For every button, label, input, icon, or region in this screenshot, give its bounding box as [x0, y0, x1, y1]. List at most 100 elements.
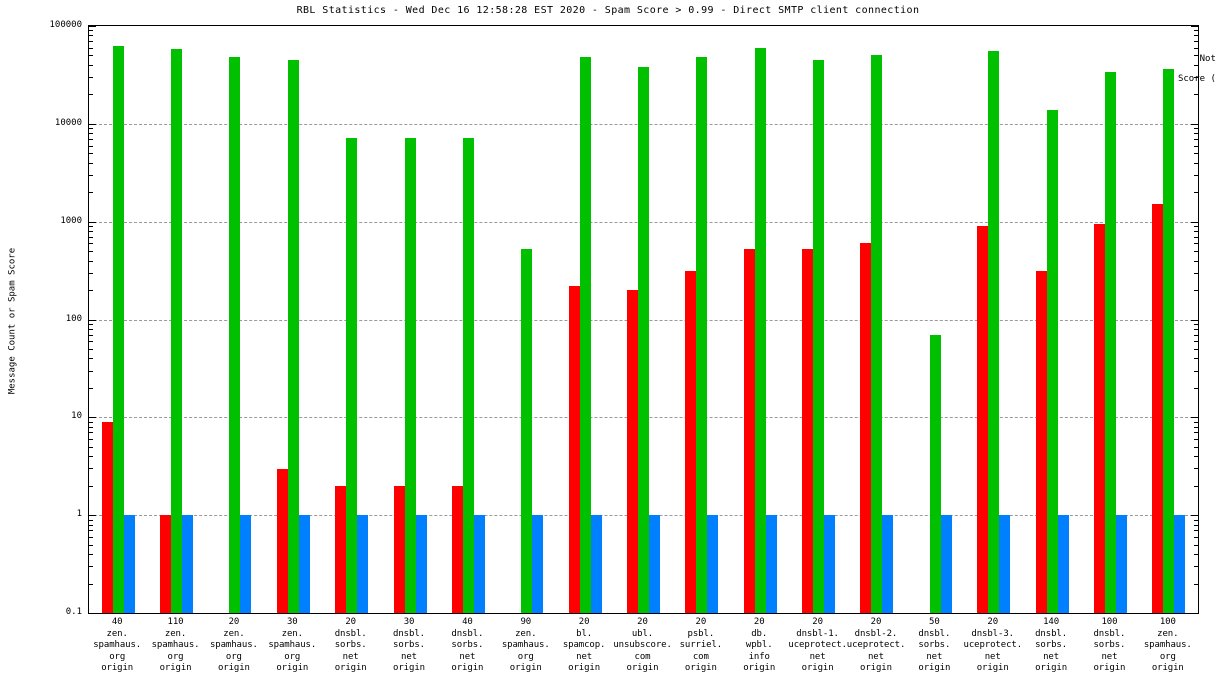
x-tick-label: 50 dnsbl. sorbs. net origin: [905, 617, 963, 675]
bar-spam[interactable]: [287, 59, 299, 613]
bar-not-spam[interactable]: [101, 421, 113, 613]
axis-tick-minor: [88, 231, 93, 233]
bar-group: [451, 26, 485, 613]
bar-score[interactable]: [1115, 515, 1127, 613]
legend-item[interactable]: Score (0..1): [1165, 74, 1216, 84]
bar-group: [568, 26, 602, 613]
bar-score[interactable]: [1174, 515, 1186, 613]
axis-tick-minor: [88, 243, 93, 245]
bar-spam[interactable]: [988, 50, 1000, 613]
bar-group: [919, 26, 952, 613]
bar-spam[interactable]: [462, 137, 474, 613]
axis-tick-minor: [88, 328, 93, 330]
plot-area: Not SpamSpamScore (0..1): [88, 25, 1216, 614]
bar-score[interactable]: [415, 515, 427, 613]
bar-spam[interactable]: [813, 59, 825, 613]
bar-not-spam[interactable]: [276, 468, 288, 613]
axis-tick-minor: [88, 251, 93, 253]
bar-group: [1035, 26, 1069, 613]
bar-score[interactable]: [532, 515, 544, 613]
axis-tick-minor: [88, 192, 93, 194]
bar-spam[interactable]: [696, 57, 708, 613]
bar-spam[interactable]: [1163, 69, 1175, 613]
axis-tick-minor: [1194, 290, 1199, 292]
bar-not-spam[interactable]: [860, 243, 872, 613]
bar-group: [685, 26, 719, 613]
x-tick-label: 20 db. wpbl. info origin: [730, 617, 788, 675]
bar-score[interactable]: [882, 515, 894, 613]
axis-tick-minor: [88, 323, 93, 325]
bar-not-spam[interactable]: [1093, 223, 1105, 613]
axis-tick-minor: [1194, 334, 1199, 336]
bar-spam[interactable]: [929, 334, 941, 613]
bar-spam[interactable]: [871, 55, 883, 613]
x-tick-line: origin: [801, 663, 834, 673]
x-tick-line: zen.: [106, 628, 128, 639]
bar-not-spam[interactable]: [1152, 204, 1164, 613]
axis-tick-minor: [88, 35, 93, 37]
axis-tick-minor: [88, 174, 93, 176]
bar-spam[interactable]: [229, 57, 241, 613]
bar-score[interactable]: [240, 515, 252, 613]
bar-spam[interactable]: [638, 67, 649, 613]
bar-not-spam[interactable]: [802, 249, 814, 613]
x-tick-line: db.: [751, 628, 768, 639]
bar-spam[interactable]: [346, 137, 358, 613]
bar-not-spam[interactable]: [335, 485, 347, 613]
axis-tick-minor: [88, 236, 93, 238]
x-tick-label: 20 psbl. surriel. com origin: [672, 617, 730, 675]
bar-not-spam[interactable]: [685, 271, 697, 613]
bar-spam[interactable]: [579, 57, 591, 613]
bar-spam[interactable]: [1104, 71, 1116, 613]
bar-group: [335, 26, 369, 613]
bar-score[interactable]: [473, 515, 485, 613]
bar-not-spam[interactable]: [160, 515, 172, 613]
x-tick-line: org: [167, 651, 184, 662]
bar-not-spam[interactable]: [1035, 271, 1047, 613]
x-tick-line: origin: [743, 663, 776, 673]
bar-score[interactable]: [999, 515, 1011, 613]
axis-tick-minor: [1194, 153, 1199, 155]
x-tick-line: zen.: [223, 628, 245, 639]
y-axis-tick-labels: 100000 10000 1000 100 10 1 0.1: [20, 20, 82, 617]
bar-spam[interactable]: [754, 47, 766, 613]
x-tick-line: sorbs.: [393, 640, 425, 650]
bar-spam[interactable]: [1046, 109, 1058, 613]
axis-tick-minor: [88, 544, 93, 546]
bar-spam[interactable]: [171, 49, 183, 613]
bar-not-spam[interactable]: [627, 290, 638, 613]
bar-score[interactable]: [123, 515, 135, 613]
bar-score[interactable]: [1057, 515, 1069, 613]
bar-score[interactable]: [182, 515, 194, 613]
bar-spam[interactable]: [112, 46, 124, 613]
bar-score[interactable]: [707, 515, 719, 613]
bar-not-spam[interactable]: [393, 485, 405, 613]
bar-spam[interactable]: [521, 249, 533, 613]
bar-not-spam[interactable]: [451, 485, 463, 613]
bar-score[interactable]: [649, 515, 660, 613]
x-tick-line: net: [459, 651, 476, 662]
bar-score[interactable]: [765, 515, 777, 613]
x-tick-count: 100: [1101, 617, 1118, 627]
bar-not-spam[interactable]: [743, 249, 755, 613]
axis-tick-minor: [88, 358, 93, 360]
axis-tick-minor: [1194, 439, 1199, 441]
bar-not-spam[interactable]: [977, 226, 989, 613]
bar-not-spam[interactable]: [568, 286, 580, 613]
x-tick-label: 20 bl. spamcop. net origin: [555, 617, 613, 675]
bar-spam[interactable]: [404, 137, 416, 613]
legend-item[interactable]: Not Spam: [1165, 54, 1216, 64]
bar-score[interactable]: [824, 515, 836, 613]
x-tick-line: org: [284, 651, 301, 662]
bar-score[interactable]: [357, 515, 369, 613]
x-tick-label: 140 dnsbl. sorbs. net origin: [1022, 617, 1080, 675]
x-tick-line: uceprotect.: [846, 640, 906, 650]
bar-score[interactable]: [940, 515, 952, 613]
axis-tick-major: [1191, 613, 1199, 614]
axis-tick-minor: [88, 128, 93, 130]
legend-item[interactable]: Spam: [1165, 64, 1216, 74]
bar-score[interactable]: [298, 515, 310, 613]
x-tick-line: origin: [159, 663, 192, 673]
x-tick-line: com: [692, 651, 709, 662]
bar-score[interactable]: [590, 515, 602, 613]
